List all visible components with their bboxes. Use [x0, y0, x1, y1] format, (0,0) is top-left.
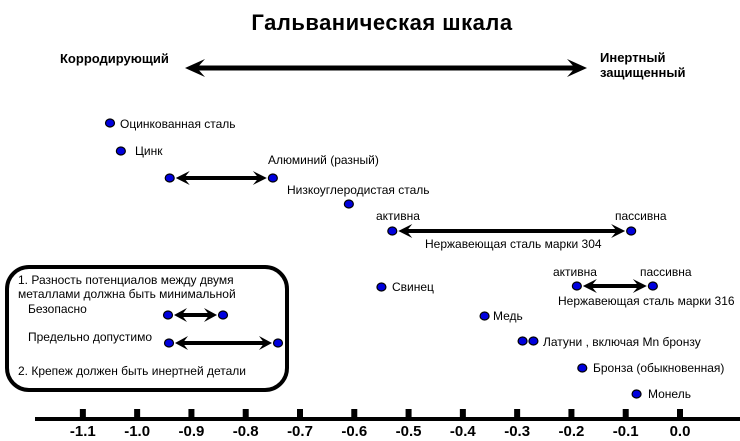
metal-label-aluminum: Алюминий (разный): [268, 153, 379, 167]
max-range-arrow-left-head-icon: [175, 336, 188, 350]
axis-tick: [134, 409, 141, 418]
axis-tick-label: -0.9: [178, 423, 205, 440]
max-range-arrow-right-head-icon: [259, 336, 272, 350]
axis-tick: [79, 409, 86, 418]
chart-title: Гальваническая шкала: [251, 10, 513, 35]
corroding-end-label: Корродирующий: [60, 51, 169, 66]
ss304-passive-note: пассивна: [615, 209, 667, 223]
axis-tick: [568, 409, 575, 418]
metal-label-copper: Медь: [493, 309, 523, 323]
axis-tick-label: -0.1: [612, 423, 639, 440]
axis-tick: [351, 409, 358, 418]
data-point-dot: [267, 173, 278, 183]
ss304-active-note: активна: [376, 209, 420, 223]
data-point-dot: [577, 363, 588, 373]
data-point-dot: [162, 310, 174, 320]
inert-end-label: Инертный защищенный: [600, 50, 685, 80]
data-point-dot: [115, 146, 126, 156]
data-point-dot: [164, 173, 175, 183]
range-arrow-right-head-icon: [252, 171, 267, 185]
data-point-dot: [163, 338, 175, 348]
axis-tick-label: 0.0: [669, 423, 691, 440]
axis-tick: [514, 409, 521, 418]
axis-tick-label: -0.3: [504, 423, 531, 440]
ss316-passive-note: пассивна: [640, 265, 692, 279]
ss316-active-note: активна: [553, 265, 597, 279]
max-allowed-label: Предельно допустимо: [28, 330, 153, 344]
data-point-dot: [571, 281, 582, 291]
inert-end-label-line1: Инертный: [600, 50, 666, 65]
data-point-dot: [104, 118, 116, 128]
metal-label-brass: Латуни , включая Mn бронзу: [543, 335, 701, 349]
axis-tick-label: -1.1: [69, 423, 96, 440]
axis-tick-label: -0.8: [232, 423, 259, 440]
safe-range-arrow-left-head-icon: [174, 308, 187, 322]
inert-end-label-line2: защищенный: [600, 65, 686, 80]
range-arrow-left-head-icon: [175, 171, 190, 185]
data-point-dot: [631, 389, 642, 399]
axis-tick-label: -0.7: [287, 423, 313, 440]
rule-1-text: 1. Разность потенциалов между двумя мета…: [18, 273, 236, 301]
metal-label-lead: Свинец: [392, 280, 434, 294]
range-arrow-left-head-icon: [582, 279, 597, 293]
data-point-dot: [387, 226, 398, 236]
axis-tick: [677, 409, 683, 418]
metal-label-zinc: Цинк: [135, 144, 163, 158]
range-arrow-left-head-icon: [398, 224, 413, 238]
axis-tick: [242, 409, 249, 418]
data-point-dot: [272, 338, 284, 348]
range-arrow-right-head-icon: [611, 224, 626, 238]
safe-range-arrow-right-head-icon: [204, 308, 217, 322]
axis-tick: [297, 409, 304, 418]
metal-label-ss316: Нержавеющая сталь марки 316: [558, 294, 735, 308]
metal-label-low-carbon-steel: Низкоуглеродистая сталь: [287, 183, 430, 197]
data-point-dot: [343, 199, 354, 209]
axis-tick: [405, 409, 412, 418]
axis-tick-label: -0.2: [558, 423, 585, 440]
direction-arrow-left-head-icon: [185, 59, 205, 77]
data-point-dot: [626, 226, 637, 236]
data-point-dot: [217, 310, 229, 320]
rule-2-text: 2. Крепеж должен быть инертней детали: [18, 364, 246, 378]
metal-label-galvanized-steel: Оцинкованная сталь: [120, 117, 236, 131]
axis-tick-label: -0.5: [395, 423, 422, 440]
axis-tick-label: -1.0: [124, 423, 151, 440]
metal-label-monel: Монель: [648, 387, 691, 401]
metal-label-ss304: Нержавеющая сталь марки 304: [425, 237, 602, 251]
data-point-dot: [647, 281, 658, 291]
safe-label: Безопасно: [28, 302, 87, 316]
data-point-dot: [479, 311, 490, 321]
rules-note-box: 1. Разность потенциалов между двумя мета…: [5, 265, 289, 392]
axis-tick: [188, 409, 195, 418]
data-point-dot: [528, 336, 539, 346]
data-point-dot: [517, 336, 528, 346]
metal-label-bronze: Бронза (обыкновенная): [593, 361, 725, 375]
direction-arrow-right-head-icon: [567, 59, 587, 77]
axis-tick-label: -0.6: [341, 423, 368, 440]
axis-tick: [622, 409, 629, 418]
range-arrow-right-head-icon: [632, 279, 647, 293]
axis-tick: [459, 409, 466, 418]
data-point-dot: [376, 282, 387, 292]
axis-tick-label: -0.4: [449, 423, 476, 440]
